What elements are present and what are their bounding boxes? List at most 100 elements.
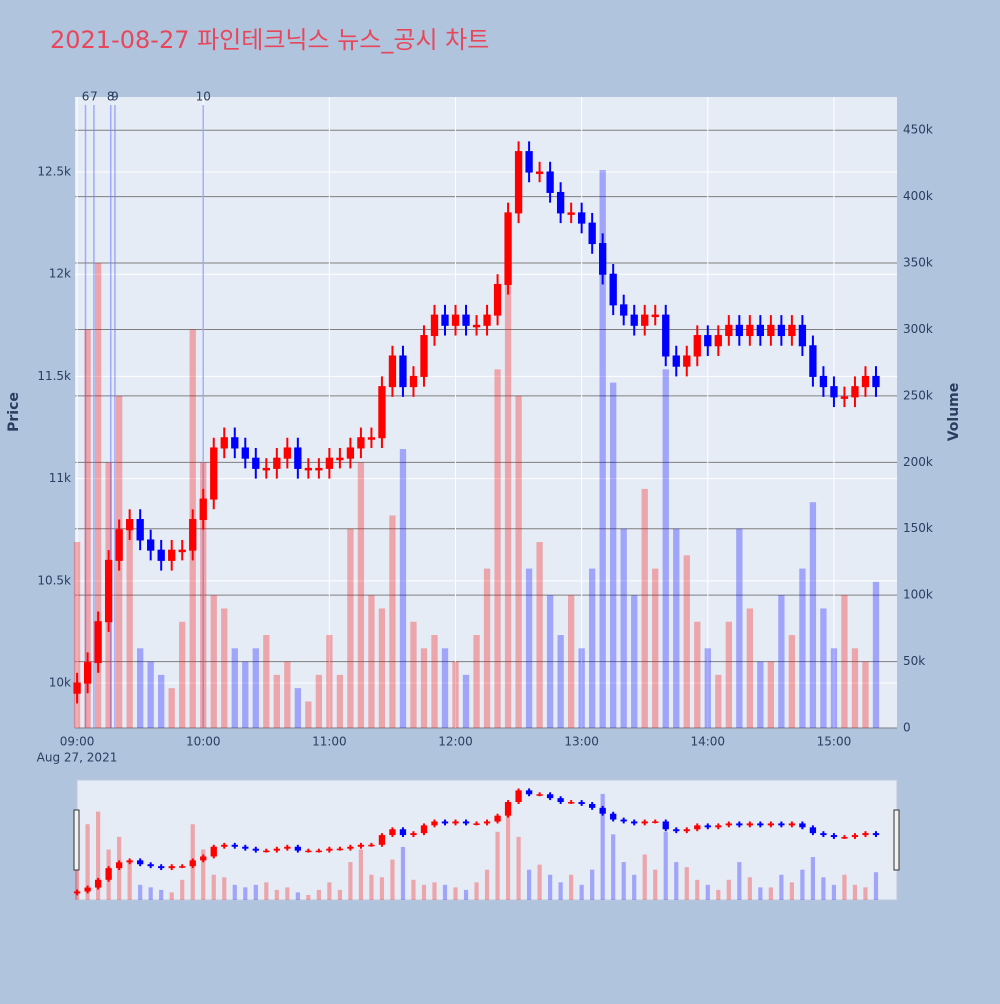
slider-candle-body xyxy=(778,823,785,826)
volume-bar xyxy=(610,382,617,728)
slider-volume-bar xyxy=(537,864,542,900)
slider-volume-bar xyxy=(484,869,490,900)
candle-body xyxy=(651,314,659,318)
volume-bar xyxy=(410,621,417,728)
candle-body xyxy=(851,386,859,398)
slider-candle-body xyxy=(326,848,333,851)
slider-candle-body xyxy=(862,833,869,836)
y-tick-label: 10k xyxy=(49,676,71,690)
x-tick-label: 10:00 xyxy=(186,735,221,749)
slider-volume-bar xyxy=(600,793,605,900)
slider-volume-bar xyxy=(159,889,164,900)
candle-body xyxy=(451,314,460,326)
slider-volume-bar xyxy=(779,874,784,900)
candle-body xyxy=(641,314,649,326)
slider-volume-bar xyxy=(726,879,731,900)
x-tick-label: 13:00 xyxy=(564,735,599,749)
volume-bar xyxy=(862,661,869,728)
slider-volume-bar xyxy=(127,862,132,900)
y2-tick-label: 450k xyxy=(903,123,933,137)
slider-candle-body xyxy=(336,848,344,851)
volume-bar xyxy=(652,568,659,728)
slider-candle-body xyxy=(273,848,280,851)
slider-volume-bar xyxy=(569,874,574,900)
candle-body xyxy=(493,283,502,316)
volume-bar xyxy=(126,528,133,728)
slider-volume-bar xyxy=(548,874,553,900)
candle-body xyxy=(83,662,92,684)
slider-volume-bar xyxy=(453,887,458,900)
slider-candle-body xyxy=(820,833,827,836)
candle-body xyxy=(599,243,607,275)
slider-candle-body xyxy=(399,829,407,836)
slider-handle[interactable] xyxy=(893,809,900,871)
candle-body xyxy=(662,314,670,357)
slider-candle-body xyxy=(725,823,732,826)
candle-body xyxy=(872,375,880,388)
candle-body xyxy=(567,212,575,215)
slider-candle-body xyxy=(420,825,428,834)
slider-candle-body xyxy=(94,879,102,888)
slider-candle-body xyxy=(115,862,123,869)
volume-bar xyxy=(368,595,375,728)
range-slider[interactable] xyxy=(76,779,898,901)
slider-candle-body xyxy=(546,794,554,799)
candle-body xyxy=(94,621,102,664)
candle-body xyxy=(746,324,754,337)
candle-body xyxy=(514,151,523,214)
volume-bar xyxy=(515,395,522,728)
volume-bar xyxy=(725,621,732,728)
volume-bar xyxy=(462,674,470,728)
candle-body xyxy=(441,314,449,326)
slider-volume-bar xyxy=(789,882,794,900)
annotation-label: 7 xyxy=(90,90,98,104)
slider-candle-body xyxy=(305,850,312,853)
slider-volume-bar xyxy=(579,884,584,900)
slider-candle-body xyxy=(578,802,585,804)
candle-body xyxy=(483,314,491,326)
slider-candle-body xyxy=(315,850,323,853)
slider-volume-bar xyxy=(663,831,668,900)
candle-body xyxy=(556,191,565,214)
slider-candle-body xyxy=(126,860,133,863)
volume-bar xyxy=(830,648,838,728)
slider-volume-bar xyxy=(390,859,395,900)
candle-body xyxy=(588,222,596,245)
slider-candle-body xyxy=(589,803,596,808)
candle-body xyxy=(409,375,418,388)
candle-body xyxy=(136,519,144,541)
slider-candle-body xyxy=(525,790,533,795)
volume-bar xyxy=(683,555,690,728)
slider-candle-body xyxy=(799,823,806,828)
candle-body xyxy=(325,457,334,469)
annotation-label: 9 xyxy=(111,90,119,104)
y2-tick-label: 200k xyxy=(903,455,933,469)
slider-volume-bar xyxy=(842,874,847,900)
y2-tick-label: 250k xyxy=(903,388,933,402)
slider-volume-bar xyxy=(211,874,216,900)
slider-volume-bar xyxy=(306,894,311,900)
slider-candle-body xyxy=(662,821,669,830)
slider-volume-bar xyxy=(611,834,616,900)
y2-tick-label: 50k xyxy=(903,654,925,668)
slider-volume-bar xyxy=(800,869,805,900)
candle-body xyxy=(504,212,512,285)
volume-bar xyxy=(673,528,680,728)
slider-volume-bar xyxy=(96,811,101,900)
volume-bar xyxy=(357,462,365,728)
x-tick-label: 15:00 xyxy=(817,735,852,749)
slider-candle-body xyxy=(515,790,522,803)
slider-volume-bar xyxy=(810,857,816,900)
volume-bar xyxy=(662,369,669,728)
slider-volume-bar xyxy=(400,846,406,900)
slider-volume-bar xyxy=(442,884,448,900)
y-tick-label: 11k xyxy=(49,471,71,485)
slider-candle-body xyxy=(441,821,449,824)
slider-volume-bar xyxy=(632,874,637,900)
slider-handle[interactable] xyxy=(73,809,80,871)
candle-body xyxy=(231,437,239,449)
candle-body xyxy=(147,539,155,551)
candle-body xyxy=(283,447,291,459)
slider-candle-body xyxy=(567,802,575,804)
candle-body xyxy=(252,457,260,469)
